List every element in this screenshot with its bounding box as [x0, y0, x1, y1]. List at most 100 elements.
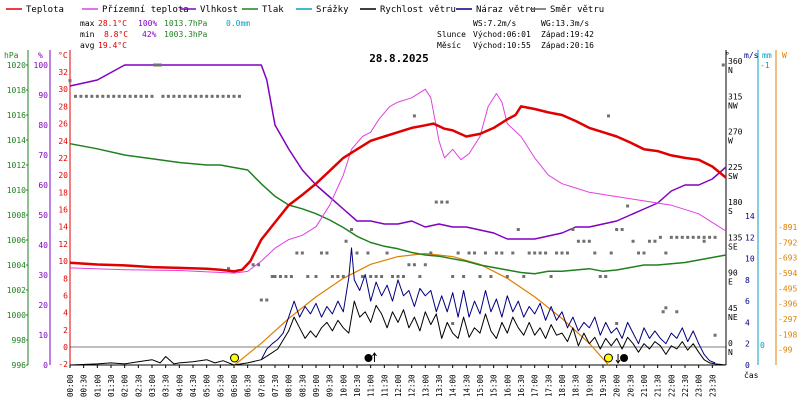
tick-label-pressure: 1008 — [7, 211, 26, 220]
moonset-marker — [620, 354, 629, 362]
tick-label-x: 01:00 — [93, 374, 102, 397]
series-point-wind-direction — [90, 94, 94, 98]
series-point-wind-direction — [527, 251, 531, 255]
series-point-wind-direction — [702, 235, 706, 239]
series-point-wind-direction — [664, 306, 668, 310]
series-point-wind-direction — [289, 275, 293, 278]
series-point-wind-direction — [511, 251, 515, 255]
tick-label-direction-name: W — [728, 137, 733, 146]
series-point-wind-direction — [325, 251, 329, 255]
tick-label-temperature: 30 — [58, 85, 68, 94]
series-point-wind-direction — [295, 251, 299, 255]
tick-label-x: 23:30 — [708, 374, 717, 397]
tick-label-x: 09:00 — [312, 374, 321, 397]
series-point-wind-direction — [713, 235, 717, 239]
series-line-wind-speed — [69, 300, 727, 366]
tick-label-solar: -198 — [778, 330, 797, 339]
series-point-wind-direction — [216, 94, 220, 98]
tick-label-x: 03:30 — [162, 374, 171, 397]
series-point-wind-direction — [284, 275, 288, 278]
series-point-wind-direction — [300, 251, 304, 255]
series-point-wind-direction — [620, 228, 624, 231]
tick-label-x: 09:30 — [326, 374, 335, 397]
series-point-wind-direction — [675, 310, 679, 314]
series-point-wind-direction — [350, 228, 354, 231]
series-point-wind-direction — [516, 228, 520, 231]
tick-label-humidity: 100 — [34, 61, 49, 70]
series-point-wind-direction — [708, 235, 712, 239]
tick-label-solar: -495 — [778, 284, 797, 293]
series-point-wind-direction — [380, 275, 384, 278]
tick-label-x: 11:00 — [367, 374, 376, 397]
series-point-wind-direction — [177, 94, 181, 98]
tick-label-temperature: 8 — [63, 274, 68, 283]
series-point-wind-direction — [538, 251, 542, 255]
series-point-wind-direction — [158, 63, 162, 67]
series-point-wind-direction — [576, 239, 580, 243]
tick-label-pressure: 1004 — [7, 261, 26, 270]
series-point-wind-direction — [199, 94, 203, 98]
astro-markers — [230, 352, 629, 364]
tick-label-temperature: 32 — [58, 68, 68, 77]
tick-label-direction-name: NE — [728, 313, 738, 322]
series-point-wind-direction — [626, 204, 630, 208]
series-point-wind-direction — [123, 94, 127, 98]
tick-label-wind: 14 — [745, 212, 755, 221]
stat-sunset: Západ:19:42 — [541, 30, 594, 39]
series-point-wind-direction — [565, 251, 569, 255]
stat-wg: WG:13.3m/s — [541, 19, 589, 28]
series-point-wind-direction — [533, 251, 537, 255]
series-point-wind-direction — [434, 200, 438, 204]
series-point-wind-direction — [205, 94, 209, 98]
tick-label-x: 07:30 — [271, 374, 280, 397]
series-point-wind-direction — [478, 275, 482, 278]
tick-label-x: 14:00 — [449, 374, 458, 397]
series-point-wind-direction — [401, 275, 405, 278]
plot-area — [68, 63, 727, 366]
tick-label-pressure: 996 — [12, 361, 27, 370]
series-point-wind-direction — [155, 63, 159, 67]
series-point-wind-direction — [473, 251, 477, 255]
tick-label-solar: -891 — [778, 223, 797, 232]
tick-label-direction-deg: 225 — [728, 163, 743, 172]
tick-label-humidity: 40 — [38, 241, 48, 250]
tick-label-x: 21:00 — [640, 374, 649, 397]
series-point-wind-direction — [451, 275, 455, 278]
series-point-wind-direction — [95, 94, 99, 98]
series-point-wind-direction — [560, 251, 564, 255]
series-point-wind-direction — [606, 114, 610, 118]
series-line-pressure — [69, 142, 727, 275]
tick-label-x: 08:00 — [285, 374, 294, 397]
tick-label-humidity: 0 — [43, 361, 48, 370]
tick-label-x: 00:00 — [66, 374, 75, 397]
tick-label-x: 23:00 — [695, 374, 704, 397]
tick-label-direction-deg: 315 — [728, 92, 743, 101]
series-point-wind-direction — [210, 94, 214, 98]
series-point-wind-direction — [84, 94, 88, 98]
moonset-arrow-head — [615, 359, 621, 364]
tick-label-x: 02:30 — [134, 374, 143, 397]
unit-ms: m/s — [744, 51, 759, 60]
tick-label-pressure: 1014 — [7, 136, 26, 145]
tick-label-x: 15:00 — [476, 374, 485, 397]
tick-label-solar: -99 — [778, 346, 793, 355]
axis-ticks: 1020101810161014101210101008100610041002… — [7, 57, 798, 397]
tick-label-direction-name: E — [728, 278, 733, 287]
tick-label-x: 16:00 — [503, 374, 512, 397]
x-axis-unit: čas — [744, 370, 759, 380]
series-point-wind-direction — [251, 263, 255, 267]
series-point-wind-direction — [451, 322, 455, 325]
tick-label-temperature: -2 — [58, 360, 68, 369]
tick-label-direction-name: S — [728, 207, 733, 216]
series-point-wind-direction — [68, 79, 72, 83]
series-point-wind-direction — [183, 94, 187, 98]
series-point-wind-direction — [319, 251, 323, 255]
tick-label-wind: 12 — [745, 233, 755, 242]
tick-label-x: 10:30 — [353, 374, 362, 397]
tick-label-solar: -297 — [778, 315, 797, 324]
series-point-wind-direction — [344, 239, 348, 243]
series-point-wind-direction — [500, 251, 504, 255]
legend-label-temperature: Teplota — [26, 5, 64, 15]
tick-label-humidity: 30 — [38, 271, 48, 280]
tick-label-temperature: 20 — [58, 171, 68, 180]
